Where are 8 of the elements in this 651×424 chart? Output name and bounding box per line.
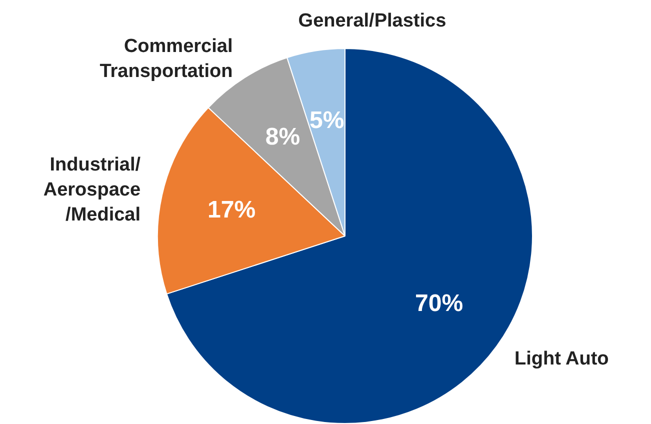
slice-label: General/Plastics	[298, 10, 446, 32]
slice-label: Light Auto	[514, 348, 609, 370]
data-label: 5%	[309, 106, 344, 134]
slice-label: Industrial/ Aerospace /Medical	[43, 154, 142, 226]
data-label: 8%	[265, 123, 300, 150]
slice-label: Commercial Transportation	[100, 36, 233, 82]
data-label: 70%	[415, 290, 464, 317]
data-label: 17%	[208, 196, 256, 224]
